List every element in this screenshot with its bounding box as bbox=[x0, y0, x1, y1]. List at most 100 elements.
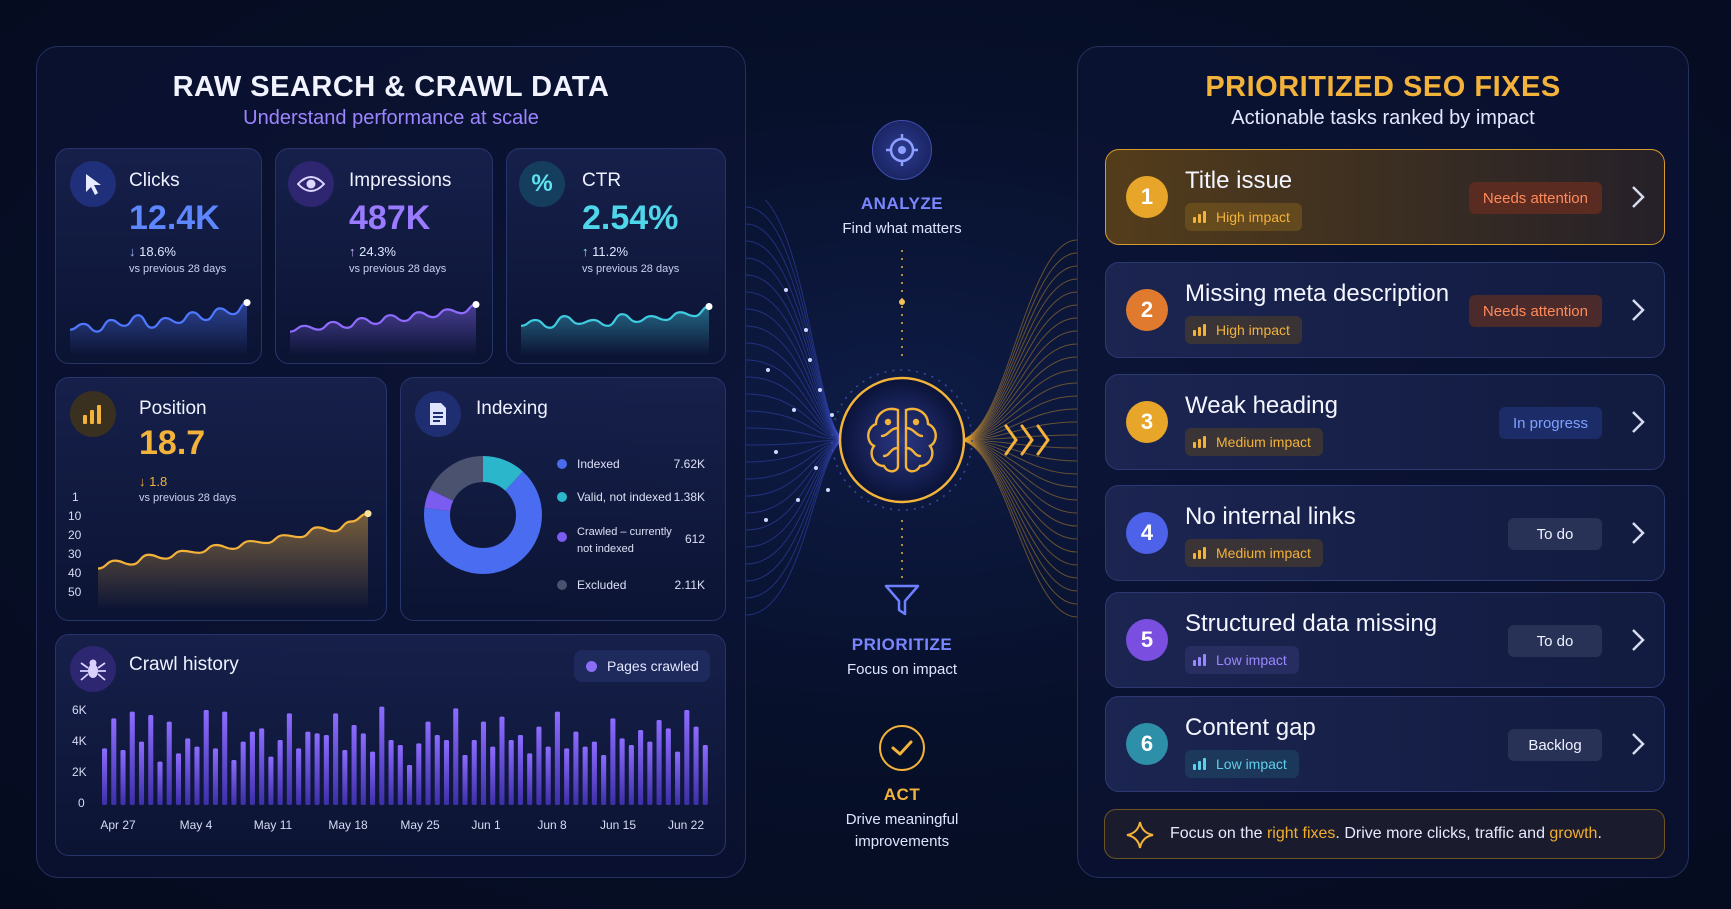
impact-badge: Low impact bbox=[1185, 646, 1299, 674]
crawl-bar bbox=[397, 745, 403, 805]
data-particle bbox=[826, 488, 830, 492]
crawl-bar bbox=[462, 755, 468, 805]
crawl-bar bbox=[277, 740, 283, 805]
output-stream-line bbox=[957, 439, 1077, 618]
chevron-right-icon[interactable] bbox=[1630, 184, 1646, 210]
impressions-card[interactable]: Impressions 487K ↑ 24.3% vs previous 28 … bbox=[275, 148, 493, 364]
output-stream-line bbox=[957, 439, 1077, 540]
output-stream-line bbox=[957, 434, 1077, 441]
data-flow-visual bbox=[746, 200, 1077, 618]
data-stream-line bbox=[746, 439, 847, 582]
chevron-right-icon[interactable] bbox=[1630, 409, 1646, 435]
clicks-endpoint bbox=[243, 299, 251, 307]
fix-item-content-gap[interactable]: 6 Content gap Low impact Backlog bbox=[1105, 696, 1665, 792]
crawl-bar-chart bbox=[102, 706, 708, 805]
data-stream-line bbox=[746, 308, 847, 441]
indexing-donut-chart bbox=[424, 456, 542, 574]
data-particle bbox=[808, 358, 812, 362]
position-card[interactable]: Position 18.7 ↓ 1.8 vs previous 28 days … bbox=[55, 377, 387, 621]
data-particle bbox=[814, 466, 818, 470]
fix-item-internal-links[interactable]: 4 No internal links Medium impact To do bbox=[1105, 485, 1665, 581]
metric-change: ↑ 24.3% bbox=[349, 244, 396, 259]
data-stream-line bbox=[746, 342, 847, 441]
data-stream-line bbox=[746, 439, 847, 514]
crawl-bar bbox=[323, 735, 329, 805]
signal-bars-icon bbox=[1193, 324, 1208, 336]
metric-change: ↓ 18.6% bbox=[129, 244, 176, 259]
crawl-history-card[interactable]: Crawl history Pages crawled 6K 4K 2K 0 A… bbox=[55, 634, 726, 856]
fix-title: Content gap bbox=[1185, 714, 1316, 741]
panel-subtitle: Actionable tasks ranked by impact bbox=[1231, 107, 1535, 129]
crawl-bar bbox=[675, 751, 681, 805]
crawl-bar bbox=[573, 731, 579, 805]
crawl-bar bbox=[517, 735, 523, 805]
output-stream-line bbox=[957, 439, 1077, 553]
donut-slice-indexed bbox=[424, 456, 542, 574]
panel-title: RAW SEARCH & CRAWL DATA bbox=[172, 71, 610, 103]
data-stream-line bbox=[746, 257, 847, 441]
tip-banner: Focus on the right fixes. Drive more cli… bbox=[1104, 809, 1665, 859]
crawl-bar bbox=[212, 748, 218, 805]
crawl-bar bbox=[665, 728, 671, 805]
crawl-bar bbox=[166, 721, 172, 805]
clicks-sparkline bbox=[69, 299, 251, 355]
chevron-right-icon[interactable] bbox=[1630, 297, 1646, 323]
data-stream-line bbox=[746, 206, 847, 441]
chevron-right-icon[interactable] bbox=[1630, 520, 1646, 546]
arrow-down-icon: ↓ bbox=[139, 474, 150, 489]
signal-bars-icon bbox=[1193, 547, 1208, 559]
crawl-bar bbox=[194, 746, 200, 805]
crawl-bar bbox=[360, 733, 366, 805]
ctr-line bbox=[520, 305, 710, 329]
crawl-bar bbox=[296, 748, 302, 805]
output-stream-line bbox=[957, 356, 1077, 441]
chevron-right-icon[interactable] bbox=[1630, 731, 1646, 757]
crawl-bar bbox=[471, 740, 477, 805]
output-stream-line bbox=[957, 382, 1077, 441]
axis-label: 50 bbox=[68, 585, 82, 599]
crawl-bar bbox=[120, 750, 126, 805]
data-particle bbox=[818, 388, 822, 392]
donut-slice-excluded bbox=[424, 456, 542, 574]
fix-item-weak-heading[interactable]: 3 Weak heading Medium impact In progress bbox=[1105, 374, 1665, 470]
impact-badge: High impact bbox=[1185, 203, 1302, 231]
step-title: PRIORITIZE bbox=[851, 635, 953, 654]
fix-title: No internal links bbox=[1185, 503, 1356, 530]
output-stream-line bbox=[957, 278, 1077, 441]
ctr-card[interactable]: % CTR 2.54% ↑ 11.2% vs previous 28 days bbox=[506, 148, 726, 364]
crawl-bar bbox=[314, 733, 320, 805]
funnel-icon bbox=[884, 582, 920, 623]
signal-bars-icon bbox=[1193, 211, 1208, 223]
crawl-bar bbox=[102, 748, 108, 805]
metric-value: 18.7 bbox=[139, 424, 206, 462]
fix-item-structured-data[interactable]: 5 Structured data missing Low impact To … bbox=[1105, 592, 1665, 688]
fix-item-missing-meta[interactable]: 2 Missing meta description High impact N… bbox=[1105, 262, 1665, 358]
rank-badge: 1 bbox=[1126, 176, 1168, 218]
clicks-card[interactable]: Clicks 12.4K ↓ 18.6% vs previous 28 days bbox=[55, 148, 262, 364]
axis-label: 30 bbox=[68, 547, 82, 561]
output-stream-line bbox=[957, 439, 1077, 592]
crawl-bar bbox=[286, 713, 292, 805]
rank-badge: 4 bbox=[1126, 512, 1168, 554]
crawl-bar bbox=[527, 753, 533, 805]
fix-title: Weak heading bbox=[1185, 392, 1338, 419]
legend-dot bbox=[557, 492, 567, 502]
fix-item-title-issue[interactable]: 1 Title issue High impact Needs attentio… bbox=[1105, 149, 1665, 245]
indexing-card[interactable]: Indexing Indexed 7.62K Valid, not indexed… bbox=[400, 377, 726, 621]
legend-pages-crawled[interactable]: Pages crawled bbox=[574, 650, 710, 682]
chevron-right-icon[interactable] bbox=[1630, 627, 1646, 653]
data-particle bbox=[764, 518, 768, 522]
impact-badge: Low impact bbox=[1185, 750, 1299, 778]
panel-title: PRIORITIZED SEO FIXES bbox=[1205, 71, 1561, 103]
status-badge: To do bbox=[1508, 518, 1602, 550]
axis-label: 1 bbox=[72, 490, 79, 504]
output-stream-line bbox=[957, 439, 1077, 605]
x-axis-label: May 18 bbox=[328, 818, 368, 832]
output-stream-line bbox=[957, 439, 1077, 514]
legend-item: Valid, not indexed 1.38K bbox=[557, 490, 705, 504]
axis-label: 40 bbox=[68, 566, 82, 580]
comparison-note: vs previous 28 days bbox=[129, 263, 227, 275]
output-stream-line bbox=[957, 291, 1077, 441]
ctr-endpoint bbox=[705, 302, 713, 310]
data-particle bbox=[804, 328, 808, 332]
